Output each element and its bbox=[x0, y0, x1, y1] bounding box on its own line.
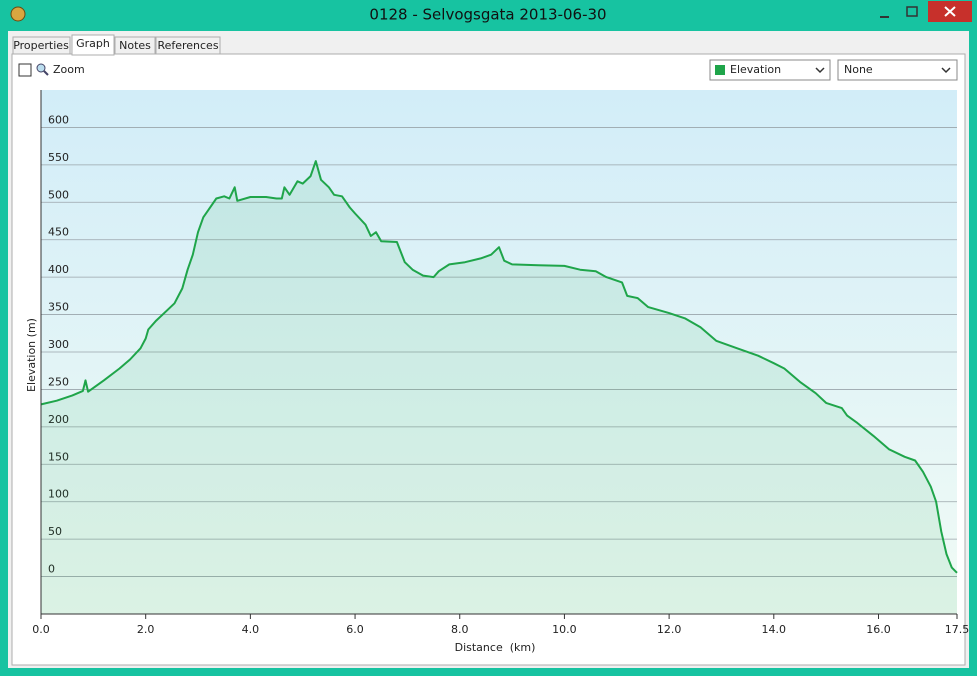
tab-label: Properties bbox=[13, 39, 69, 52]
grid: 0 50 100 150 200 250 300 350 400 450 500 550 600 0.0 2… bbox=[32, 113, 969, 636]
y-tick-label: 0 bbox=[48, 563, 55, 576]
dropdown-arrow bbox=[815, 67, 825, 74]
zoom-label: Zoom bbox=[53, 63, 85, 76]
x-tick-label: 16.0 bbox=[866, 623, 891, 636]
y-axis-label: Elevation (m) bbox=[25, 318, 38, 392]
y-tick-label: 100 bbox=[48, 488, 69, 501]
secondary-select[interactable] bbox=[837, 59, 958, 81]
tab-selected[interactable] bbox=[71, 34, 115, 56]
zoom-icon-handle bbox=[43, 70, 49, 76]
y-tick-label: 150 bbox=[48, 450, 69, 463]
x-tick-label: 6.0 bbox=[346, 623, 364, 636]
x-tick-label: 14.0 bbox=[762, 623, 787, 636]
dropdown-arrow bbox=[941, 67, 951, 74]
tab[interactable] bbox=[155, 36, 221, 55]
app-icon bbox=[10, 6, 26, 22]
tab-label: Graph bbox=[76, 37, 110, 50]
series-swatch bbox=[715, 65, 725, 75]
y-tick-label: 300 bbox=[48, 338, 69, 351]
series-select[interactable] bbox=[709, 59, 831, 81]
x-tick-label: 17.5 bbox=[945, 623, 970, 636]
tab-label: References bbox=[157, 39, 218, 52]
x-axis-label: Distance (km) bbox=[455, 641, 536, 654]
y-tick-label: 600 bbox=[48, 113, 69, 126]
zoom-checkbox[interactable] bbox=[18, 63, 32, 77]
y-tick-label: 500 bbox=[48, 188, 69, 201]
y-tick-label: 550 bbox=[48, 151, 69, 164]
x-tick-label: 2.0 bbox=[137, 623, 155, 636]
x-tick-label: 12.0 bbox=[657, 623, 682, 636]
elevation-area bbox=[41, 161, 957, 614]
marks bbox=[40, 160, 958, 614]
tab[interactable] bbox=[12, 36, 71, 55]
close-icon bbox=[944, 6, 956, 17]
y-tick-label: 350 bbox=[48, 301, 69, 314]
zoom-icon bbox=[36, 63, 46, 73]
maximize-button[interactable] bbox=[906, 6, 918, 17]
window-title: 0128 - Selvogsgata 2013-06-30 bbox=[369, 6, 606, 24]
y-tick-label: 250 bbox=[48, 375, 69, 388]
y-tick-label: 50 bbox=[48, 525, 62, 538]
x-tick-label: 0.0 bbox=[32, 623, 50, 636]
tab-label: Notes bbox=[119, 39, 151, 52]
x-tick-label: 4.0 bbox=[242, 623, 260, 636]
x-tick-label: 8.0 bbox=[451, 623, 469, 636]
y-tick-label: 200 bbox=[48, 413, 69, 426]
tab[interactable] bbox=[114, 36, 156, 55]
elevation-line bbox=[40, 160, 958, 574]
y-tick-label: 400 bbox=[48, 263, 69, 276]
x-tick-label: 10.0 bbox=[552, 623, 577, 636]
series-select-label: Elevation bbox=[730, 63, 781, 76]
secondary-select-label: None bbox=[844, 63, 873, 76]
y-tick-label: 450 bbox=[48, 226, 69, 239]
